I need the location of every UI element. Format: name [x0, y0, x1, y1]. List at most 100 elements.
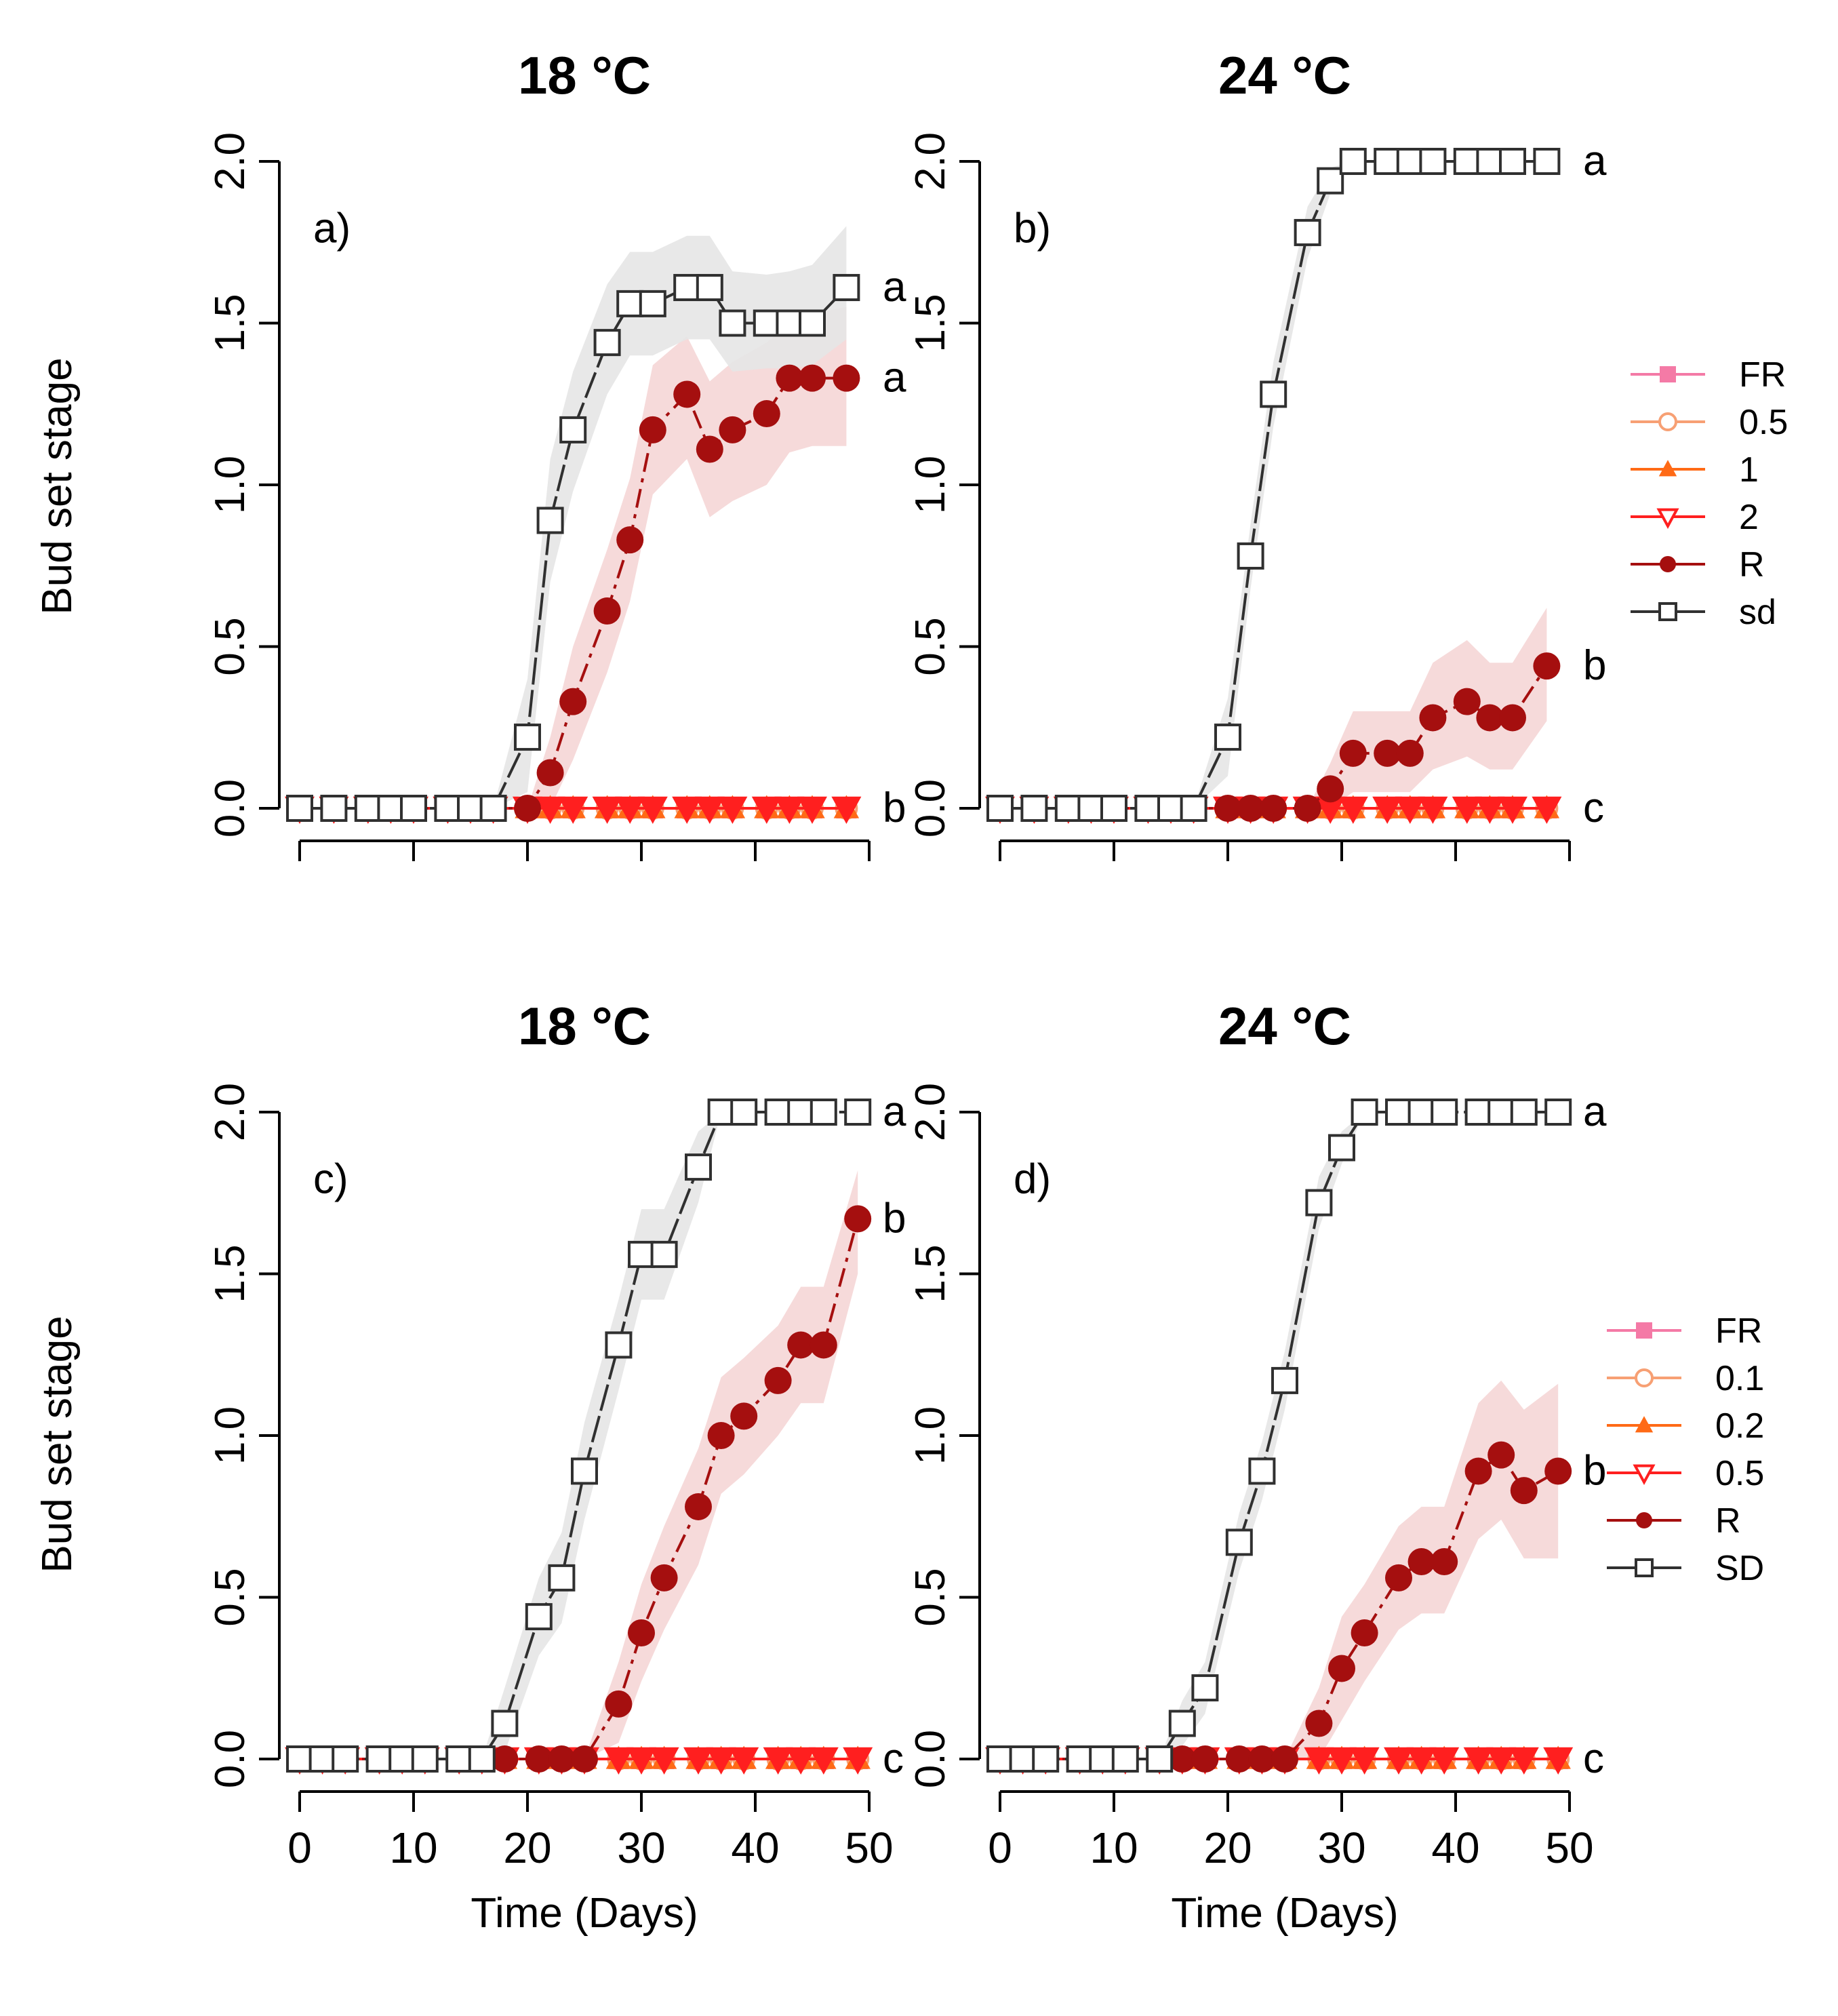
point-high [831, 796, 862, 824]
point-sd [525, 1603, 553, 1631]
point-sd [685, 1153, 712, 1181]
legend-marker [1660, 556, 1676, 572]
significance-letter: c [883, 1735, 904, 1782]
point-sd [1248, 1457, 1276, 1485]
y-tick-label: 0.0 [907, 779, 954, 837]
point-R [616, 526, 644, 554]
y-tick-label: 1.0 [207, 456, 254, 514]
significance-letter: c [1583, 1735, 1604, 1782]
panel-letter: c) [313, 1155, 348, 1202]
point-sd [1328, 1134, 1355, 1162]
x-tick-label: 40 [731, 1823, 779, 1872]
y-tick-label: 0.5 [207, 617, 254, 675]
legend-marker [1635, 1558, 1654, 1577]
point-R [810, 1331, 837, 1359]
panel-letter: b) [1014, 205, 1051, 252]
point-sd [1077, 795, 1105, 822]
legend-marker [1633, 1464, 1656, 1485]
x-axis-label: Time (Days) [471, 1890, 698, 1937]
significance-letter: a [1583, 138, 1607, 184]
point-high [1532, 796, 1562, 824]
point-high [1304, 1747, 1334, 1775]
point-sd [1111, 1745, 1139, 1773]
point-sd [1032, 1745, 1060, 1773]
point-R [1487, 1441, 1515, 1469]
point-sd [1260, 380, 1287, 408]
y-tick-label: 2.0 [907, 1083, 954, 1141]
significance-letter: a [1583, 1088, 1607, 1135]
point-sd [468, 1745, 496, 1773]
legend-label: R [1739, 545, 1765, 585]
point-sd [434, 795, 462, 822]
legend-marker [1658, 460, 1677, 477]
point-high [1543, 1747, 1574, 1775]
band-R [300, 1170, 858, 1759]
point-R [1351, 1619, 1378, 1646]
y-tick-label: 0.0 [907, 1730, 954, 1788]
y-tick-label: 1.5 [907, 1244, 954, 1303]
legend-label: 0.1 [1715, 1359, 1764, 1398]
point-R [1248, 1745, 1276, 1773]
legend-item: R [1631, 545, 1765, 585]
legend-label: FR [1715, 1311, 1762, 1351]
y-tick-label: 2.0 [207, 1083, 254, 1141]
legend-marker [1658, 602, 1677, 621]
point-sd [308, 1745, 336, 1773]
point-sd [753, 309, 780, 337]
point-high [843, 1747, 873, 1775]
point-R [536, 759, 564, 787]
point-R [799, 364, 826, 392]
point-R [764, 1366, 792, 1394]
y-tick-label: 2.0 [907, 132, 954, 191]
point-sd [810, 1099, 837, 1126]
point-R [525, 1745, 553, 1773]
legend-label: 0.2 [1715, 1406, 1764, 1446]
point-sd [1146, 1745, 1174, 1773]
significance-letter: a [883, 264, 906, 311]
point-R [730, 1402, 758, 1430]
point-R [776, 364, 803, 392]
point-R [605, 1690, 633, 1718]
point-high [1463, 1747, 1494, 1775]
point-high [1395, 796, 1425, 824]
legend-item: 0.5 [1631, 403, 1788, 442]
point-sd [536, 507, 564, 534]
point-high [649, 1747, 679, 1775]
legend-label: 1 [1739, 450, 1759, 490]
point-R [1510, 1477, 1538, 1505]
y-tick-label: 1.5 [207, 294, 254, 352]
x-tick-label: 20 [503, 1823, 551, 1872]
panel-letter: d) [1014, 1155, 1051, 1202]
point-R [1419, 704, 1447, 732]
panel-letter: a) [313, 205, 351, 252]
point-R [639, 416, 666, 443]
legend-label: 0.5 [1715, 1454, 1764, 1493]
point-high [1486, 1747, 1517, 1775]
point-high [751, 796, 782, 824]
point-high [774, 796, 805, 824]
point-sd [1271, 1366, 1298, 1394]
point-R [1339, 739, 1367, 767]
point-sd [1020, 795, 1048, 822]
panel-2: 24 °C b) 0.0 0.5 1.0 1.5 2.0 a b c [907, 45, 1607, 861]
point-high [1475, 796, 1505, 824]
y-tick-label: 2.0 [207, 132, 254, 191]
x-tick-label: 10 [1090, 1823, 1138, 1872]
point-high [683, 1747, 713, 1775]
point-sd [354, 795, 382, 822]
point-high [1418, 796, 1448, 824]
significance-letter: a [883, 355, 906, 401]
point-sd [1054, 795, 1082, 822]
point-sd [1100, 795, 1127, 822]
legend-label: 2 [1739, 498, 1759, 537]
point-R [685, 1493, 712, 1520]
legend-label: R [1715, 1501, 1741, 1541]
point-sd [1089, 1745, 1117, 1773]
point-sd [776, 309, 803, 337]
band-R [300, 307, 847, 808]
point-high [1498, 796, 1527, 824]
point-R [1385, 1564, 1412, 1592]
point-sd [1533, 148, 1561, 175]
legend-2: FR 0.1 0.2 0.5 R SD [1607, 1311, 1764, 1588]
